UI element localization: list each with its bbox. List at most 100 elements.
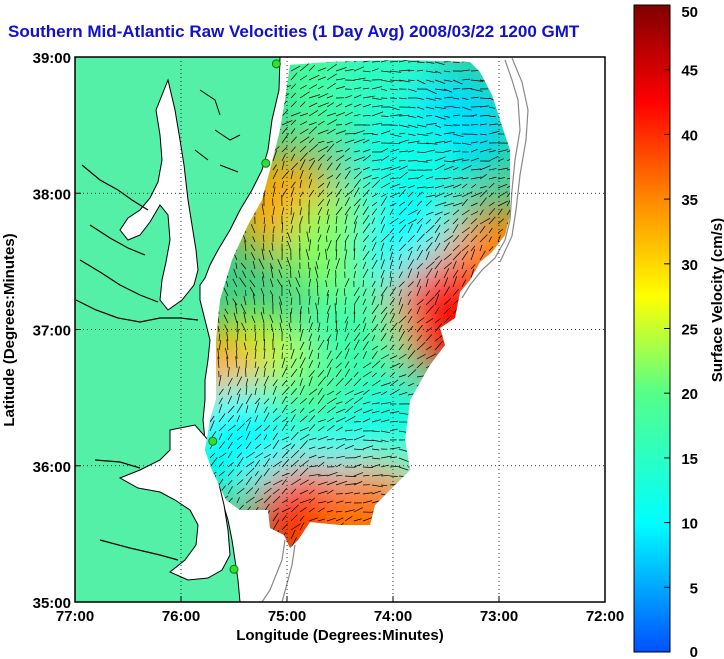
current-vector (263, 295, 265, 306)
current-vector (488, 192, 495, 198)
current-vector (269, 314, 274, 324)
current-vector (335, 426, 343, 432)
current-vector (371, 253, 377, 261)
current-vector (452, 202, 463, 207)
current-vector (407, 106, 416, 109)
current-vector (389, 379, 399, 387)
current-vector (344, 483, 357, 486)
current-vector (425, 353, 437, 360)
current-vector (290, 170, 294, 180)
current-vector (470, 192, 483, 198)
current-vector (371, 439, 383, 443)
current-vector (362, 234, 370, 243)
current-vector (452, 114, 461, 117)
current-vector (254, 349, 257, 360)
current-vector (353, 371, 359, 378)
current-vector (398, 132, 406, 135)
current-vector (308, 296, 311, 306)
current-vector (362, 70, 371, 73)
current-vector (317, 474, 328, 477)
current-vector (407, 325, 414, 333)
current-vector (326, 95, 334, 99)
y-axis-label: Latitude (Degrees:Minutes) (1, 233, 18, 426)
current-vector (335, 350, 343, 360)
current-vector (362, 223, 371, 234)
current-vector (380, 484, 388, 487)
current-vector (380, 439, 389, 443)
current-vector (308, 239, 312, 252)
current-vector (317, 507, 325, 513)
current-vector (362, 250, 370, 261)
current-vector (452, 61, 460, 63)
current-vector (218, 388, 224, 396)
current-vector (353, 270, 356, 279)
current-vector (290, 514, 298, 522)
current-vector (317, 154, 325, 162)
current-vector (299, 84, 307, 90)
current-vector (272, 186, 276, 198)
current-vector (488, 155, 499, 162)
current-vector (371, 490, 382, 495)
current-vector (434, 156, 446, 162)
current-vector (335, 249, 338, 261)
current-vector (287, 240, 292, 252)
current-vector (305, 249, 310, 261)
current-vector (262, 276, 265, 288)
current-vector (227, 414, 235, 423)
current-vector (461, 233, 470, 243)
current-vector (272, 479, 283, 486)
current-vector (344, 121, 353, 126)
current-vector (425, 304, 435, 315)
current-vector (227, 377, 233, 387)
current-vector (281, 343, 285, 351)
current-vector (434, 115, 446, 120)
current-vector (407, 191, 414, 198)
current-vector (497, 235, 501, 243)
current-vector (452, 177, 463, 180)
current-vector (488, 176, 497, 180)
current-vector (290, 101, 297, 108)
current-vector (398, 315, 407, 324)
current-vector (344, 509, 355, 513)
current-vector (479, 217, 491, 225)
current-vector (425, 242, 433, 252)
current-vector (398, 124, 410, 128)
current-vector (371, 208, 378, 216)
current-vector (335, 215, 338, 225)
current-vector (218, 413, 226, 423)
current-vector (236, 444, 242, 450)
current-vector (425, 200, 432, 207)
current-vector (245, 441, 252, 450)
current-vector (416, 324, 423, 333)
current-vector (335, 155, 345, 162)
current-vector (335, 197, 340, 207)
current-vector (308, 278, 311, 288)
current-vector (290, 181, 296, 189)
current-vector (218, 424, 227, 432)
land-mass (75, 57, 281, 602)
current-vector (362, 182, 371, 189)
current-vector (452, 166, 459, 171)
current-vector (227, 450, 233, 459)
current-vector (389, 177, 399, 180)
current-vector (353, 323, 361, 333)
current-vector (353, 103, 362, 108)
current-vector (272, 495, 281, 504)
current-vector (254, 425, 262, 432)
current-vector (461, 78, 471, 81)
current-vector (488, 106, 496, 109)
current-vector (389, 79, 402, 82)
current-vector (389, 244, 393, 252)
current-vector (227, 424, 236, 432)
current-vector (317, 140, 325, 144)
current-vector (281, 146, 288, 153)
current-vector (344, 139, 355, 144)
current-vector (325, 280, 328, 288)
current-vector (281, 120, 293, 126)
current-vector (317, 102, 329, 108)
current-vector (398, 353, 407, 360)
current-vector (335, 463, 342, 468)
current-vector (263, 368, 266, 378)
current-vector (290, 425, 296, 432)
current-vector (223, 314, 229, 324)
